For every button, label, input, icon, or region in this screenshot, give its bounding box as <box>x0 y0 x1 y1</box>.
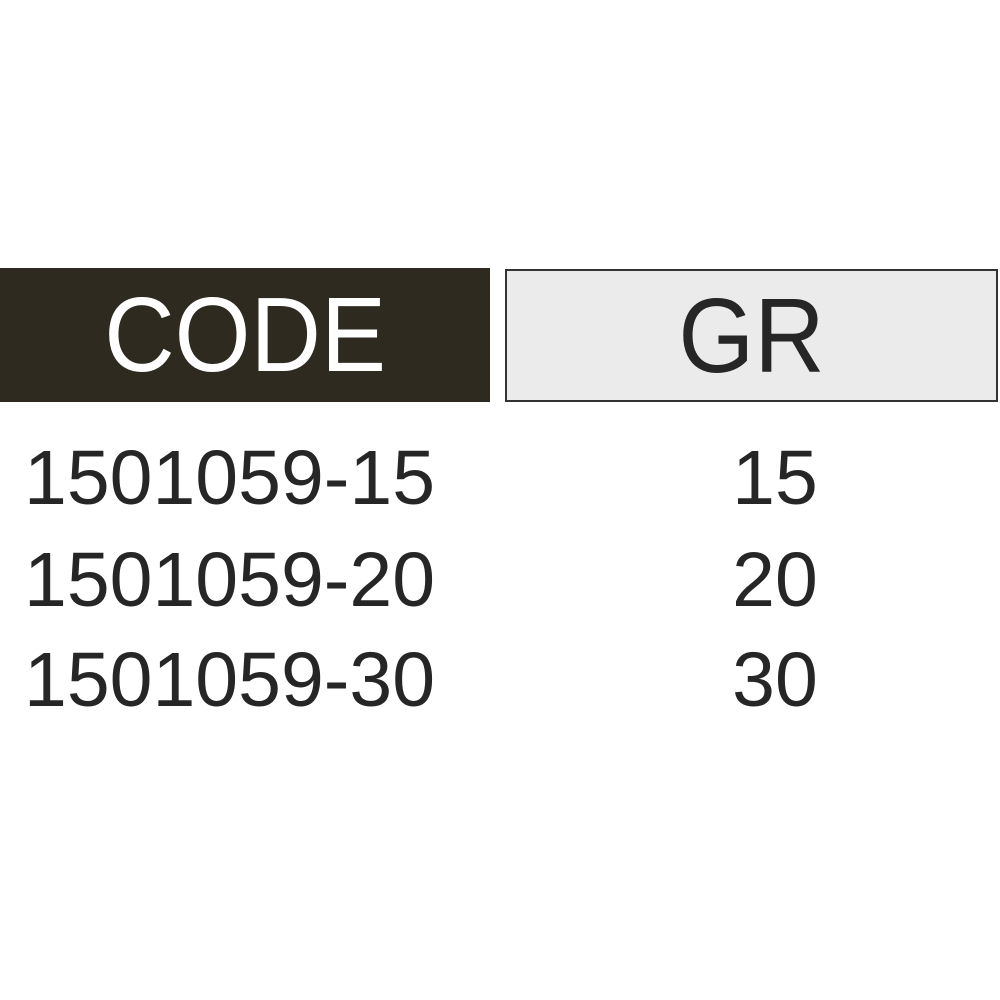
header-code-label: CODE <box>104 276 386 394</box>
table-row: 1501059-30 30 <box>0 642 1000 742</box>
header-gr-label: GR <box>678 276 825 395</box>
code-cell: 1501059-15 <box>24 435 436 521</box>
gr-cell: 30 <box>732 637 818 723</box>
table-row: 1501059-20 20 <box>0 542 1000 642</box>
header-code: CODE <box>0 268 490 402</box>
code-cell: 1501059-20 <box>24 537 436 623</box>
table-row: 1501059-15 15 <box>0 440 1000 540</box>
header-gr: GR <box>505 269 998 402</box>
gr-cell: 15 <box>732 435 818 521</box>
code-cell: 1501059-30 <box>24 637 436 723</box>
gr-cell: 20 <box>732 537 818 623</box>
